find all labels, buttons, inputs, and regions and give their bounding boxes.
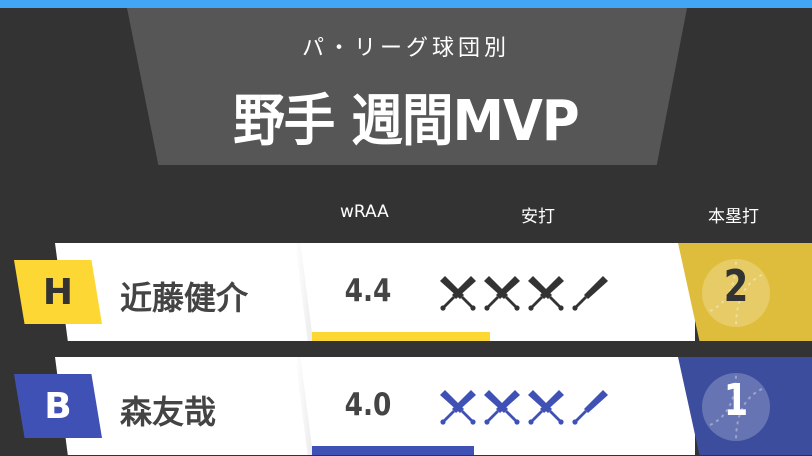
player-name: 近藤健介	[120, 279, 249, 317]
crossed-bats-icon	[484, 390, 520, 425]
column-header-hits: 安打	[521, 207, 555, 227]
baseball-icon	[702, 259, 770, 327]
hr-value: 2	[723, 261, 749, 312]
team-badge: B	[14, 374, 102, 438]
team-badge: H	[14, 260, 102, 324]
hr-box	[678, 243, 812, 341]
crossed-bats-icon	[440, 276, 476, 311]
bat-icon	[572, 390, 608, 425]
column-header-wraa: wRAA	[340, 202, 389, 222]
title-panel	[127, 8, 687, 165]
subtitle: パ・リーグ球団別	[301, 36, 510, 61]
crossed-bats-icon	[528, 390, 564, 425]
column-header-hr: 本塁打	[708, 207, 759, 227]
wraa-bar	[312, 446, 474, 455]
player-row: H 近藤健介 4.4 2	[0, 243, 812, 341]
hr-box	[678, 357, 812, 455]
wraa-value: 4.4	[344, 273, 392, 309]
player-name: 森友哉	[120, 393, 217, 431]
player-row: B 森友哉 4.0 1	[0, 357, 812, 455]
page-title: 野手 週間MVP	[233, 89, 579, 154]
hits-icons	[438, 273, 610, 313]
crossed-bats-icon	[528, 276, 564, 311]
top-accent-bar	[0, 0, 812, 8]
bat-icon	[572, 276, 608, 311]
wraa-value: 4.0	[344, 387, 392, 423]
hr-value: 1	[723, 375, 749, 426]
hits-icons	[438, 387, 610, 427]
baseball-icon	[702, 373, 770, 441]
crossed-bats-icon	[484, 276, 520, 311]
wraa-bar	[312, 332, 490, 341]
crossed-bats-icon	[440, 390, 476, 425]
